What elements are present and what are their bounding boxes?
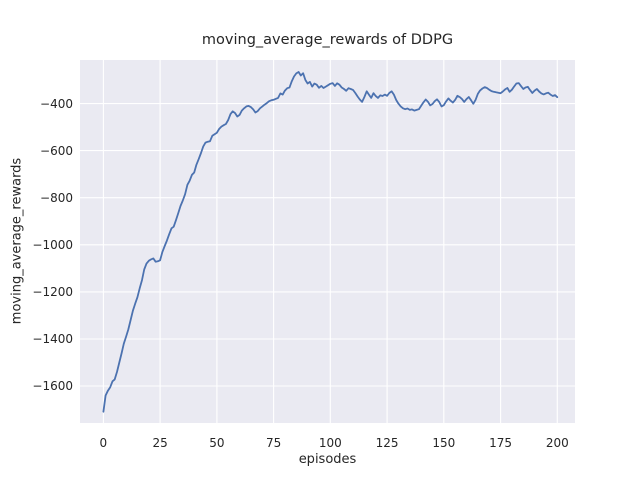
x-tick-label: 25 — [152, 436, 168, 450]
x-axis-label: episodes — [298, 452, 357, 467]
y-tick-label: −1200 — [32, 284, 73, 299]
chart-title: moving_average_rewards of DDPG — [201, 32, 454, 48]
x-tick-label: 50 — [209, 436, 225, 450]
x-tick-label: 75 — [265, 436, 282, 450]
y-tick-label: −1000 — [32, 237, 73, 252]
x-tick-label: 0 — [99, 436, 108, 450]
series-line — [102, 71, 559, 413]
y-tick-label: −800 — [40, 190, 73, 205]
y-tick-label: −1600 — [32, 379, 73, 394]
x-tick-label: 150 — [432, 436, 456, 450]
plot-area — [80, 60, 575, 423]
y-tick-label: −400 — [40, 96, 73, 111]
y-tick-label: −1400 — [32, 331, 73, 346]
x-tick-label: 125 — [375, 436, 399, 450]
x-tick-label: 175 — [489, 436, 512, 450]
y-tick-label: −600 — [40, 143, 73, 158]
x-tick-label: 100 — [318, 436, 342, 450]
x-tick-label: 200 — [545, 436, 569, 450]
